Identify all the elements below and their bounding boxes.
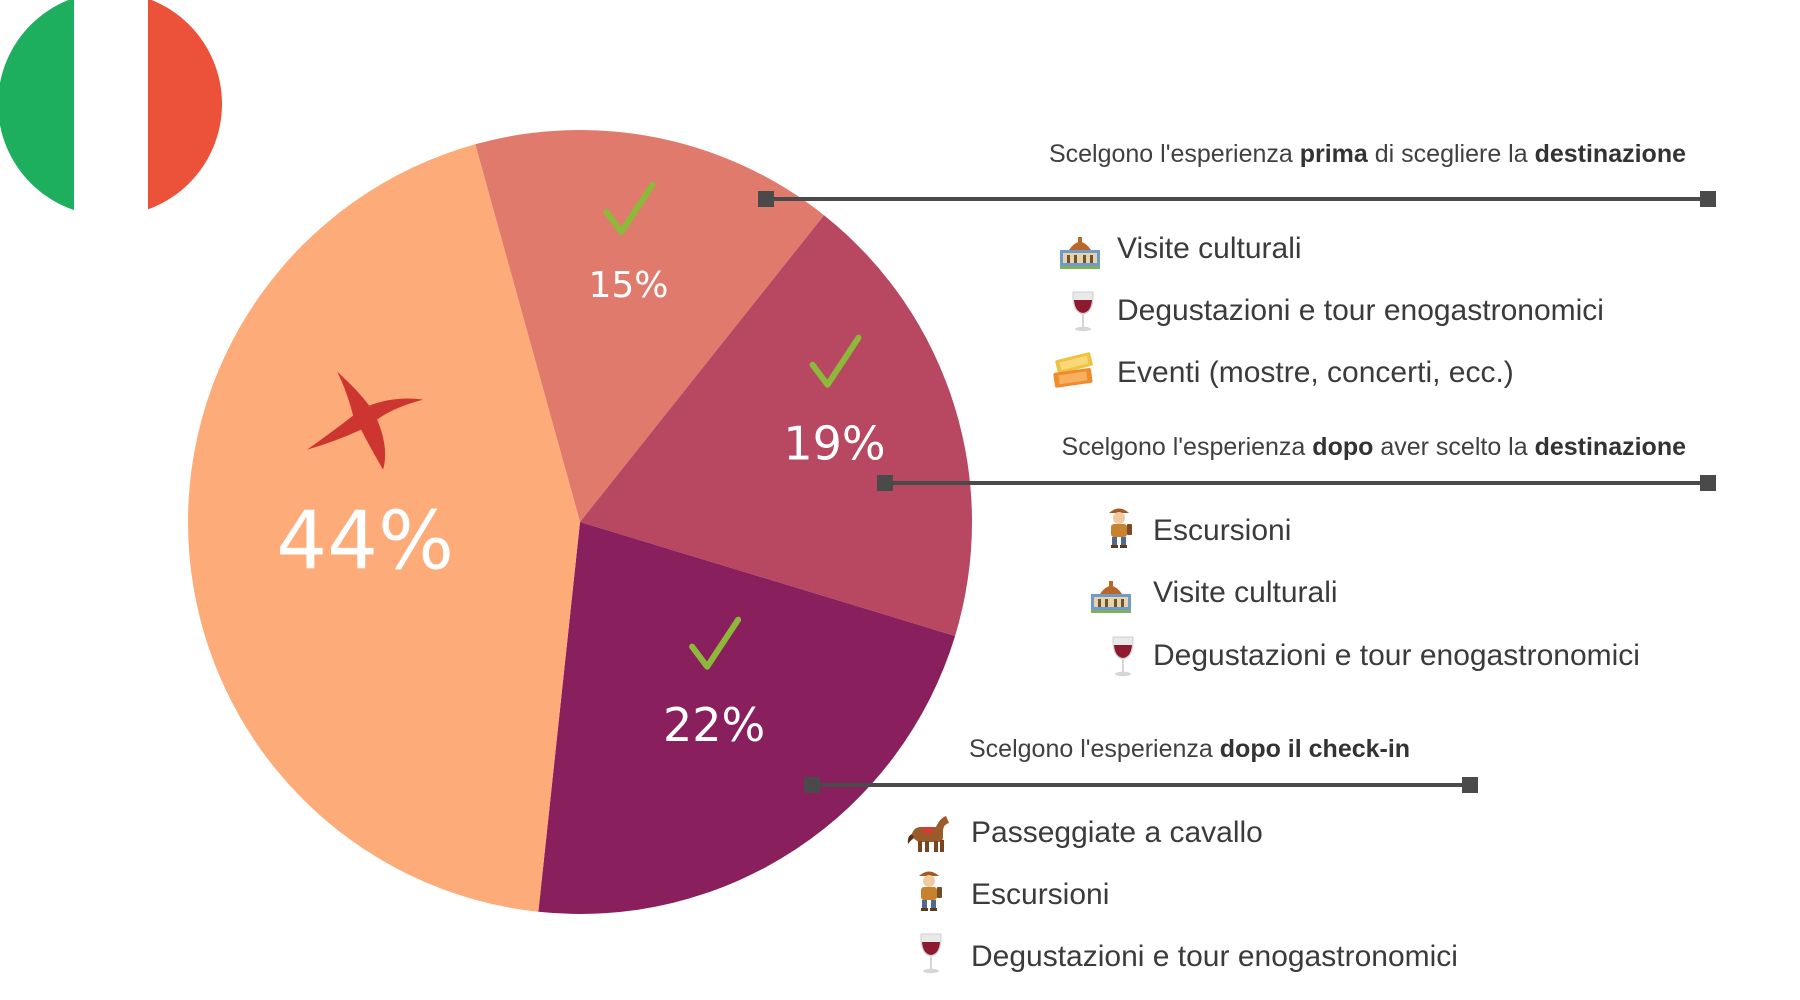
connector-line-1 <box>758 191 1716 207</box>
cross-mark-icon <box>307 371 424 470</box>
pie-slice-22 <box>538 522 956 914</box>
pie-slice-19 <box>580 215 972 636</box>
italy-flag-icon <box>0 0 222 215</box>
group-1-item-3: Eventi (mostre, concerti, ecc.) <box>1117 356 1514 389</box>
group-3-item-3: Degustazioni e tour enogastronomici <box>971 940 1458 973</box>
group-3-item-1: Passeggiate a cavallo <box>971 816 1263 849</box>
group-1-item-1: Visite culturali <box>1117 232 1302 265</box>
flag-white-stripe <box>74 0 148 215</box>
group-2-item-3: Degustazioni e tour enogastronomici <box>1153 639 1640 672</box>
tickets-icon <box>1053 352 1093 388</box>
castle-icon <box>1091 581 1131 613</box>
group-3-heading: Scelgono l'esperienza dopo il check-in <box>969 735 1411 763</box>
slice-label-22: 22% <box>663 698 765 752</box>
check-mark-icon <box>689 616 742 670</box>
connector-line-2 <box>877 475 1716 491</box>
slice-label-15: 15% <box>588 265 668 306</box>
group-2-heading: Scelgono l'esperienza dopo aver scelto l… <box>1061 433 1686 461</box>
group-3-item-2: Escursioni <box>971 878 1110 911</box>
castle-icon <box>1060 237 1100 269</box>
group-1-item-2: Degustazioni e tour enogastronomici <box>1117 294 1604 327</box>
group-1-heading: Scelgono l'esperienza prima di scegliere… <box>1048 140 1686 168</box>
hiker-icon <box>919 871 942 911</box>
group-2-item-2: Visite culturali <box>1153 576 1338 609</box>
check-mark-icon <box>603 181 656 235</box>
slice-label-44: 44% <box>276 494 454 587</box>
wine-glass-icon <box>1072 291 1094 332</box>
connector-line-3 <box>804 777 1478 793</box>
pie-slice-44 <box>188 144 580 912</box>
pie-slice-15 <box>475 130 825 522</box>
check-mark-icon <box>809 334 862 388</box>
wine-glass-icon <box>1112 636 1134 677</box>
hiker-icon <box>1109 508 1132 548</box>
group-2-item-1: Escursioni <box>1153 514 1292 547</box>
wine-glass-icon <box>920 933 942 974</box>
horse-icon <box>907 816 949 852</box>
slice-label-19: 19% <box>783 416 885 470</box>
